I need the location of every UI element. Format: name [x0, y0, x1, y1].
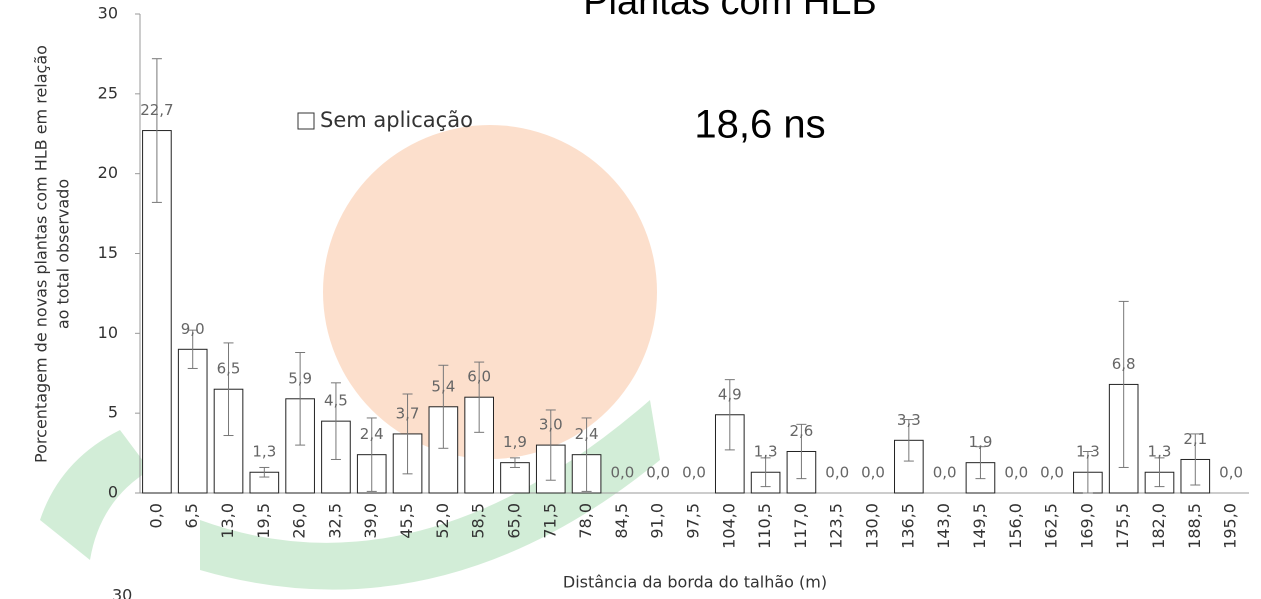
- y-axis-title: ao total observado: [54, 179, 73, 329]
- value-label: 3,7: [396, 404, 420, 422]
- chart-title: Plantas com HLB: [583, 0, 877, 23]
- value-label: 3,3: [897, 411, 921, 429]
- value-label: 1,3: [252, 443, 276, 461]
- watermark-shape: [40, 430, 150, 560]
- value-label: 5,9: [288, 369, 312, 387]
- x-tick-label: 78,0: [576, 503, 595, 539]
- next-chart-tick: 30: [112, 586, 132, 599]
- value-label: 0,0: [1040, 464, 1064, 482]
- x-tick-label: 45,5: [397, 503, 416, 539]
- y-tick-label: 10: [98, 323, 118, 342]
- x-tick-label: 175,5: [1113, 503, 1132, 549]
- x-tick-label: 6,5: [182, 503, 201, 528]
- x-tick-label: 136,5: [898, 503, 917, 549]
- value-label: 2,4: [575, 425, 599, 443]
- value-label: 6,8: [1112, 355, 1136, 373]
- x-tick-label: 32,5: [325, 503, 344, 539]
- x-tick-label: 143,0: [934, 503, 953, 549]
- value-label: 0,0: [933, 464, 957, 482]
- x-tick-label: 162,5: [1042, 503, 1061, 549]
- annotation: 18,6 ns: [694, 103, 825, 147]
- value-label: 0,0: [1004, 464, 1028, 482]
- bar: [177, 348, 208, 494]
- x-tick-label: 156,0: [1006, 503, 1025, 549]
- x-tick-label: 52,0: [433, 503, 452, 539]
- x-tick-label: 58,5: [469, 503, 488, 539]
- value-label: 5,4: [431, 377, 455, 395]
- value-label: 3,0: [539, 416, 563, 434]
- value-label: 0,0: [682, 464, 706, 482]
- x-tick-label: 65,0: [504, 503, 523, 539]
- x-axis-title: Distância da borda do talhão (m): [563, 573, 827, 592]
- legend-label: Sem aplicação: [320, 108, 473, 132]
- y-tick-label: 5: [108, 403, 118, 422]
- legend-swatch: [297, 112, 315, 130]
- x-tick-label: 19,5: [254, 503, 273, 539]
- x-tick-label: 149,5: [970, 503, 989, 549]
- x-tick-label: 91,0: [648, 503, 667, 539]
- y-axis-title: Porcentagem de novas plantas com HLB em …: [32, 45, 51, 463]
- x-tick-label: 84,5: [612, 503, 631, 539]
- y-tick-label: 15: [98, 243, 118, 262]
- value-label: 9,0: [181, 320, 205, 338]
- value-label: 0,0: [861, 464, 885, 482]
- value-label: 4,5: [324, 392, 348, 410]
- x-tick-label: 188,5: [1185, 503, 1204, 549]
- value-label: 22,7: [140, 101, 173, 119]
- x-tick-label: 39,0: [361, 503, 380, 539]
- x-tick-label: 0,0: [146, 503, 165, 528]
- watermark-shape: [200, 400, 660, 590]
- value-label: 0,0: [825, 464, 849, 482]
- watermark-circle: [323, 125, 657, 459]
- x-tick-label: 104,0: [719, 503, 738, 549]
- x-tick-label: 195,0: [1221, 503, 1240, 549]
- x-tick-label: 182,0: [1149, 503, 1168, 549]
- value-label: 1,9: [503, 433, 527, 451]
- x-tick-label: 110,5: [755, 503, 774, 549]
- value-label: 0,0: [610, 464, 634, 482]
- y-tick-label: 30: [98, 4, 118, 23]
- value-label: 6,0: [467, 368, 491, 386]
- value-label: 1,3: [1148, 443, 1172, 461]
- value-label: 0,0: [1219, 464, 1243, 482]
- x-tick-label: 71,5: [540, 503, 559, 539]
- value-label: 4,9: [718, 385, 742, 403]
- x-tick-label: 97,5: [684, 503, 703, 539]
- x-tick-label: 13,0: [218, 503, 237, 539]
- y-tick-label: 20: [98, 163, 118, 182]
- value-label: 2,6: [789, 422, 813, 440]
- x-tick-label: 117,0: [791, 503, 810, 549]
- value-label: 1,3: [754, 443, 778, 461]
- value-label: 1,9: [969, 433, 993, 451]
- y-tick-label: 0: [108, 483, 118, 502]
- x-tick-label: 123,5: [827, 503, 846, 549]
- value-label: 6,5: [217, 360, 241, 378]
- value-label: 0,0: [646, 464, 670, 482]
- x-tick-label: 130,0: [863, 503, 882, 549]
- y-tick-label: 25: [98, 83, 118, 102]
- value-label: 1,3: [1076, 443, 1100, 461]
- x-tick-label: 169,0: [1077, 503, 1096, 549]
- value-label: 2,1: [1183, 430, 1207, 448]
- x-tick-label: 26,0: [290, 503, 309, 539]
- value-label: 2,4: [360, 425, 384, 443]
